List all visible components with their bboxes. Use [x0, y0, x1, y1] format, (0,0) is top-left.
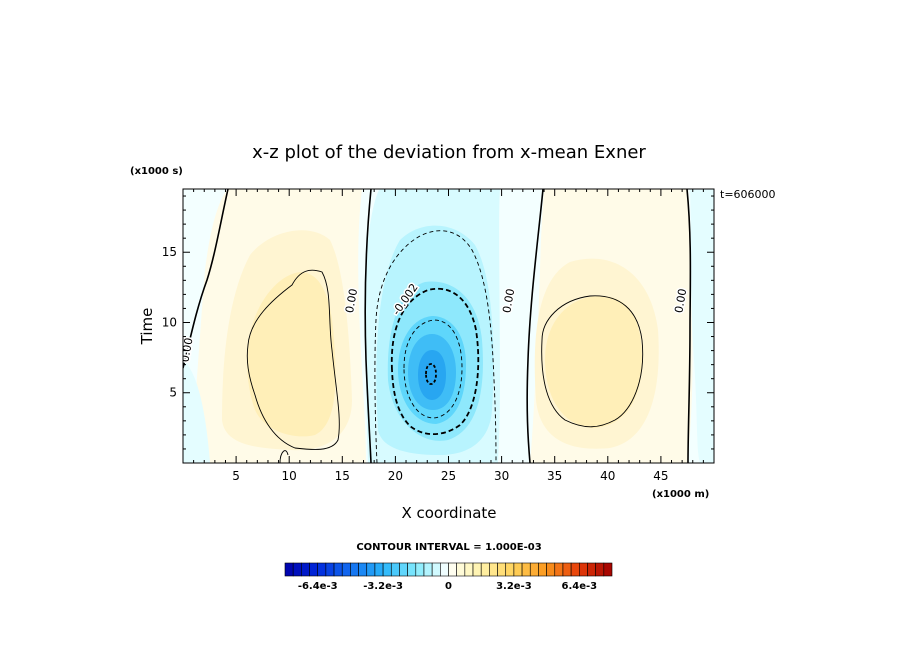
colorbar-cell: [480, 562, 490, 577]
x-tick-label: 20: [388, 469, 403, 483]
contour-zero-mid-left: [364, 189, 372, 463]
colorbar-tick-label: 0: [445, 581, 452, 592]
x-tick-label: 5: [232, 469, 240, 483]
colorbar-cell: [497, 562, 507, 577]
colorbar-cell: [350, 562, 359, 577]
colorbar-cell: [521, 562, 531, 577]
colorbar-cell: [358, 562, 368, 577]
y-tick-label: 15: [162, 245, 177, 259]
colorbar-cell: [595, 562, 605, 577]
y-tick-label: 10: [162, 315, 177, 329]
contour-pos-small: [279, 450, 289, 463]
colorbar-cell: [415, 562, 425, 577]
colorbar-cell: [562, 562, 572, 577]
x-axis: 5 10 15 20 25 30 35 40 45: [193, 189, 704, 483]
colorbar-cell: [472, 562, 482, 577]
pos-region-left-inner: [247, 272, 336, 437]
y-axis: 5 10 15: [162, 195, 714, 450]
neg-region-6: [418, 350, 446, 400]
colorbar-cell: [513, 562, 523, 577]
colorbar-cell: [284, 562, 294, 577]
x-axis-label: X coordinate: [401, 504, 496, 522]
y-tick-label: 5: [169, 386, 177, 400]
colorbar-cell: [423, 562, 433, 577]
colorbar-cell: [448, 562, 457, 577]
colorbar-cell: [317, 562, 327, 577]
y-unit-label: (x1000 s): [130, 166, 183, 177]
colorbar-cell: [554, 562, 564, 577]
neg-region-edge-left: [183, 360, 210, 463]
colorbar-tick-labels: -6.4e-3 -3.2e-3 0 3.2e-3 6.4e-3: [298, 581, 597, 592]
timestamp-label: t=606000: [720, 188, 776, 201]
contour-label: 0.00: [672, 288, 689, 314]
colorbar-cell: [538, 562, 547, 577]
colorbar-cell: [341, 562, 351, 577]
colorbar-cell: [489, 562, 498, 577]
colorbar-tick-label: -6.4e-3: [298, 581, 338, 592]
x-tick-label: 25: [441, 469, 456, 483]
x-tick-label: 30: [494, 469, 509, 483]
colorbar-cell: [292, 562, 302, 577]
x-tick-label: 40: [600, 469, 615, 483]
x-tick-label: 10: [282, 469, 297, 483]
x-tick-label: 45: [653, 469, 668, 483]
colorbar-cell: [407, 562, 417, 577]
colorbar-cell: [505, 562, 515, 577]
colorbar-cell: [382, 562, 392, 577]
contour-label: 0.00: [343, 288, 360, 314]
colorbar-cell: [399, 562, 408, 577]
colorbar-cell: [529, 562, 539, 577]
contour-neg-outer: [374, 230, 497, 463]
colorbar-cell: [546, 562, 556, 577]
contour-pos-right: [541, 295, 644, 428]
heatmap-field: 0.000.00 -0.002 0.00 0.00: [183, 189, 714, 463]
colorbar-tick-label: 3.2e-3: [496, 581, 532, 592]
colorbar-cell: [390, 562, 400, 577]
colorbar-cell: [587, 562, 596, 577]
colorbar-cell: [440, 562, 449, 577]
x-tick-label: 15: [335, 469, 350, 483]
contour-pos-left: [246, 269, 340, 450]
colorbar-cell: [456, 562, 466, 577]
colorbar-cell: [603, 562, 613, 577]
pos-region-right-inner: [545, 296, 642, 428]
contour-neg-002: [390, 287, 480, 436]
x-tick-label: 35: [547, 469, 562, 483]
colorbar-tick-label: -3.2e-3: [363, 581, 403, 592]
contour-label: 0.00: [500, 288, 517, 314]
colorbar-cell: [301, 562, 310, 577]
neg-region-edge-right: [690, 189, 714, 463]
colorbar-cell: [464, 562, 474, 577]
chart-title: x-z plot of the deviation from x-mean Ex…: [252, 142, 646, 163]
colorbar-cell: [570, 562, 580, 577]
y-axis-label: Time: [138, 308, 156, 346]
contour-zero-mid-right: [526, 189, 544, 463]
colorbar-cell: [374, 562, 384, 577]
colorbar-cell: [431, 562, 441, 577]
colorbar-tick-label: 6.4e-3: [561, 581, 597, 592]
contour-interval-label: CONTOUR INTERVAL = 1.000E-03: [356, 542, 541, 553]
colorbar-cell: [578, 562, 588, 577]
x-unit-label: (x1000 m): [652, 489, 709, 500]
colorbar-cell: [333, 562, 343, 577]
contour-zero-right: [686, 189, 692, 463]
colorbar-cell: [366, 562, 376, 577]
colorbar-cell: [325, 562, 335, 577]
contour-zero-left: [183, 189, 229, 369]
colorbar-cell: [309, 562, 318, 577]
colorbar: [284, 562, 613, 577]
